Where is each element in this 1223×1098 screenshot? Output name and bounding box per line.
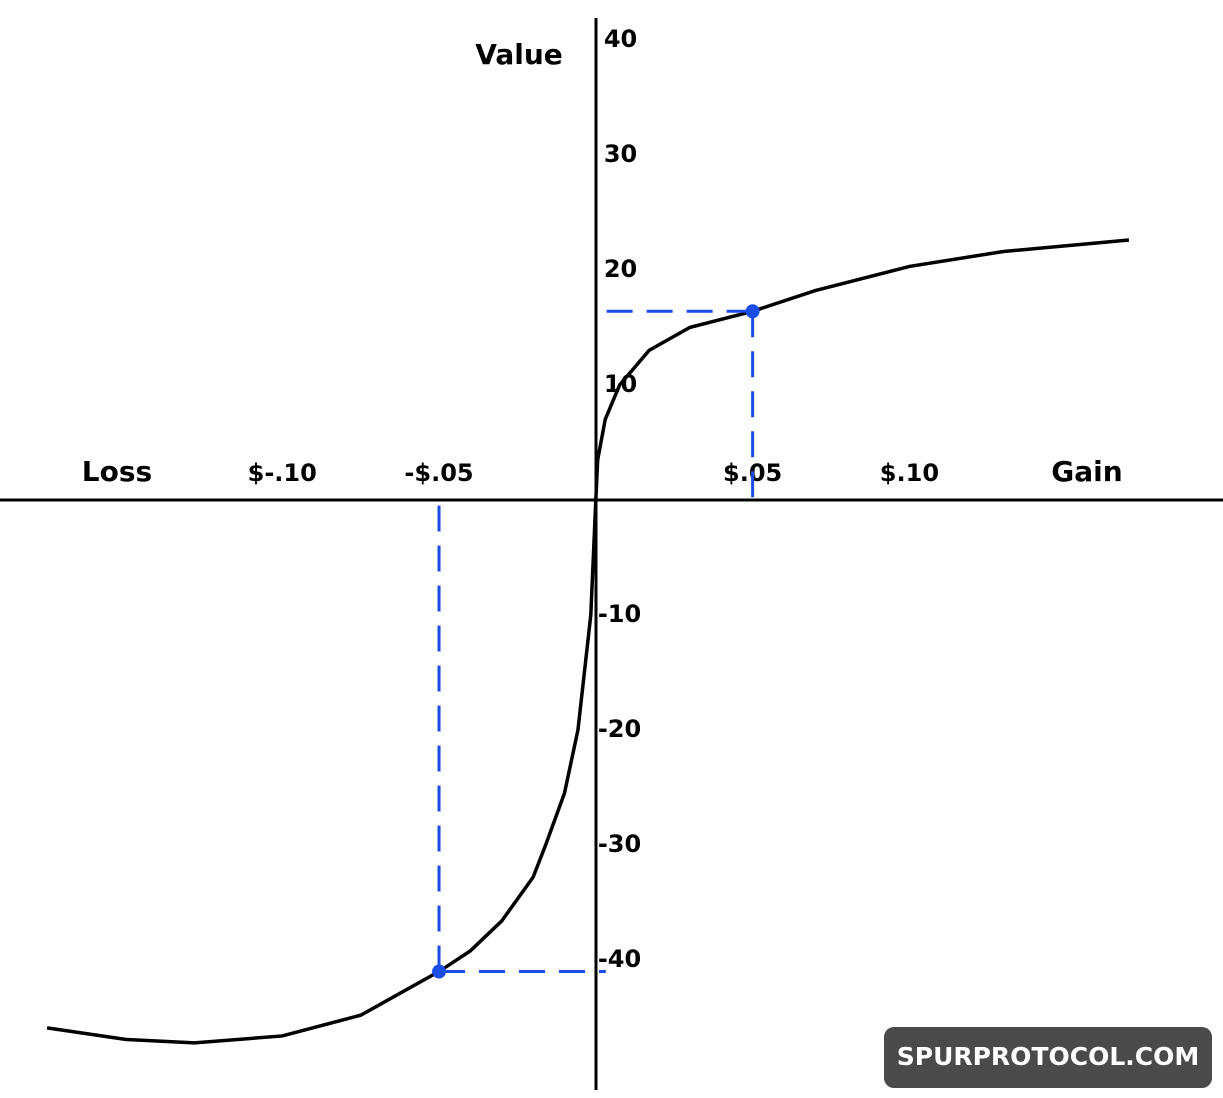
x-axis-label-left: Loss [82,455,152,488]
y-tick-label: -40 [598,945,641,973]
watermark-box [884,1027,1212,1088]
y-tick-label: 20 [604,255,637,283]
y-tick-label: 30 [604,140,637,168]
y-axis-label: Value [475,38,563,71]
y-tick-label: 40 [604,25,637,53]
x-tick-label: -$.05 [404,459,473,487]
y-tick-label: -10 [598,600,641,628]
watermark: SPURPROTOCOL.COM [897,1042,1200,1071]
value-curve [46,238,1130,1045]
highlight-point [745,304,760,319]
y-tick-label: -30 [598,830,641,858]
highlight-point [432,964,447,979]
x-axis-label-right: Gain [1051,455,1122,488]
x-tick-label: $.10 [880,459,939,487]
x-tick-label: $-.10 [248,459,317,487]
y-tick-label: -20 [598,715,641,743]
